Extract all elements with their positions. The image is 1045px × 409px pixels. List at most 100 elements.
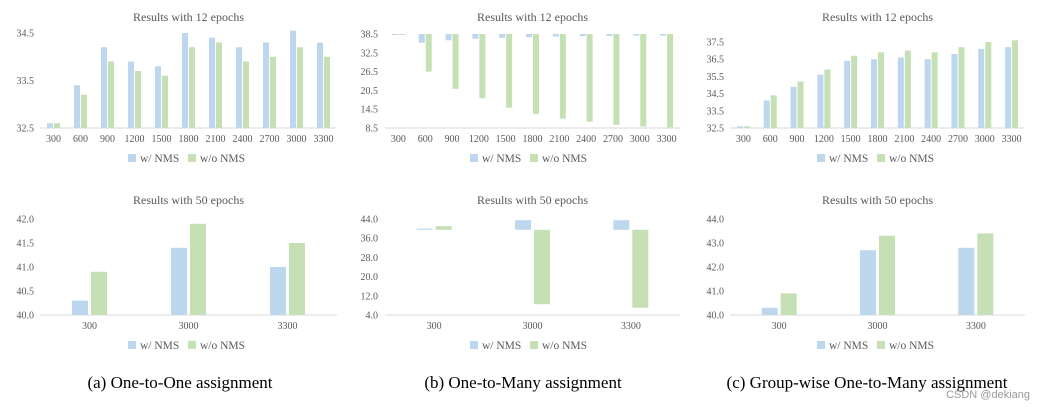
y-tick-label: 32.5 — [707, 124, 725, 135]
y-tick-label: 40.0 — [707, 311, 725, 322]
bar-without-nms — [190, 223, 206, 315]
y-tick-label: 20.5 — [361, 86, 379, 97]
bar-with-nms — [817, 74, 824, 128]
legend-label-with-nms: w/ NMS — [829, 340, 868, 352]
bar-with-nms — [270, 267, 286, 315]
y-tick-label: 43.0 — [707, 239, 725, 250]
y-tick-label: 20.0 — [361, 272, 379, 283]
legend-swatch-with-nms — [128, 341, 136, 349]
bar-without-nms — [452, 34, 459, 89]
watermark: CSDN @dekiang — [946, 389, 1030, 401]
x-tick-label: 1500 — [841, 134, 861, 145]
bar-without-nms — [324, 56, 330, 128]
bar-without-nms — [977, 233, 994, 315]
x-tick-label: 300 — [46, 134, 61, 145]
bar-with-nms — [1005, 47, 1012, 128]
bar-with-nms — [790, 86, 797, 128]
y-tick-label: 33.5 — [17, 76, 35, 87]
x-tick-label: 1500 — [152, 134, 172, 145]
bar-with-nms — [182, 33, 188, 128]
bar-without-nms — [289, 243, 305, 315]
x-tick-label: 300 — [736, 134, 751, 145]
x-tick-label: 1200 — [469, 134, 489, 145]
bar-without-nms — [189, 47, 195, 128]
x-tick-label: 2100 — [894, 134, 914, 145]
bar-with-nms — [860, 250, 876, 315]
y-tick-label: 36.5 — [707, 55, 725, 66]
bar-without-nms — [108, 61, 114, 128]
x-tick-label: 2400 — [233, 134, 253, 145]
legend-swatch-with-nms — [817, 154, 825, 162]
bar-with-nms — [47, 123, 53, 128]
bar-with-nms — [958, 247, 975, 315]
y-tick-label: 41.0 — [707, 287, 725, 298]
legend-label-without-nms: w/o NMS — [200, 340, 245, 352]
bar-with-nms — [472, 34, 479, 39]
bar-with-nms — [871, 59, 877, 129]
legend-label-with-nms: w/ NMS — [829, 153, 868, 165]
bar-without-nms — [54, 123, 60, 128]
x-tick-label: 900 — [100, 134, 115, 145]
y-tick-label: 40.0 — [17, 311, 35, 322]
bar-with-nms — [290, 30, 296, 128]
bar-with-nms — [761, 307, 778, 315]
legend-label-without-nms: w/o NMS — [889, 153, 934, 165]
legend-label-without-nms: w/o NMS — [542, 340, 587, 352]
y-tick-label: 41.0 — [17, 263, 35, 274]
y-tick-label: 34.5 — [707, 89, 725, 100]
bar-with-nms — [633, 34, 640, 36]
legend-label-without-nms: w/o NMS — [889, 340, 934, 352]
chart-title: Results with 12 epochs — [822, 10, 933, 24]
x-tick-label: 900 — [445, 134, 460, 145]
x-tick-label: 3000 — [287, 134, 307, 145]
x-tick-label: 1500 — [496, 134, 516, 145]
legend-swatch-with-nms — [128, 154, 136, 162]
x-tick-label: 3000 — [630, 134, 650, 145]
y-tick-label: 32.5 — [361, 48, 379, 59]
bar-without-nms — [216, 42, 222, 128]
x-tick-label: 3300 — [314, 134, 334, 145]
bar-with-nms — [951, 54, 958, 128]
x-tick-label: 2400 — [921, 134, 941, 145]
legend-swatch-without-nms — [188, 341, 196, 349]
x-tick-label: 3300 — [1002, 134, 1022, 145]
legend-swatch-with-nms — [817, 341, 825, 349]
x-tick-label: 2400 — [576, 134, 596, 145]
x-tick-label: 300 — [772, 321, 787, 332]
y-tick-label: 35.5 — [707, 72, 725, 83]
x-tick-label: 600 — [418, 134, 433, 145]
y-tick-label: 37.5 — [707, 38, 725, 49]
chart-title: Results with 12 epochs — [133, 10, 244, 24]
bar-without-nms — [667, 34, 674, 128]
bar-with-nms — [499, 34, 506, 38]
legend-label-with-nms: w/ NMS — [482, 153, 521, 165]
x-tick-label: 2100 — [549, 134, 569, 145]
bar-with-nms — [74, 85, 80, 128]
y-tick-label: 28.0 — [361, 253, 379, 264]
x-tick-label: 3000 — [523, 321, 543, 332]
x-tick-label: 600 — [763, 134, 778, 145]
y-tick-label: 32.5 — [17, 124, 35, 135]
bar-without-nms — [743, 126, 750, 128]
x-tick-label: 900 — [790, 134, 805, 145]
bar-without-nms — [879, 235, 895, 315]
bar-without-nms — [81, 94, 87, 128]
bar-with-nms — [263, 42, 269, 128]
bar-with-nms — [101, 47, 107, 128]
bar-with-nms — [579, 34, 586, 37]
x-tick-label: 3000 — [179, 321, 199, 332]
bar-without-nms — [851, 55, 858, 129]
x-tick-label: 2700 — [260, 134, 280, 145]
caption-one-to-many: (b) One-to-Many assignment — [424, 373, 622, 392]
bar-without-nms — [135, 71, 141, 128]
x-tick-label: 3000 — [975, 134, 995, 145]
bar-with-nms — [445, 34, 452, 41]
bar-without-nms — [243, 61, 249, 128]
bar-without-nms — [931, 52, 938, 128]
bar-without-nms — [297, 47, 303, 128]
x-tick-label: 2100 — [206, 134, 226, 145]
bar-with-nms — [552, 34, 559, 37]
chart-title: Results with 12 epochs — [477, 10, 588, 24]
chart-title: Results with 50 epochs — [477, 193, 588, 207]
bar-with-nms — [155, 66, 161, 128]
